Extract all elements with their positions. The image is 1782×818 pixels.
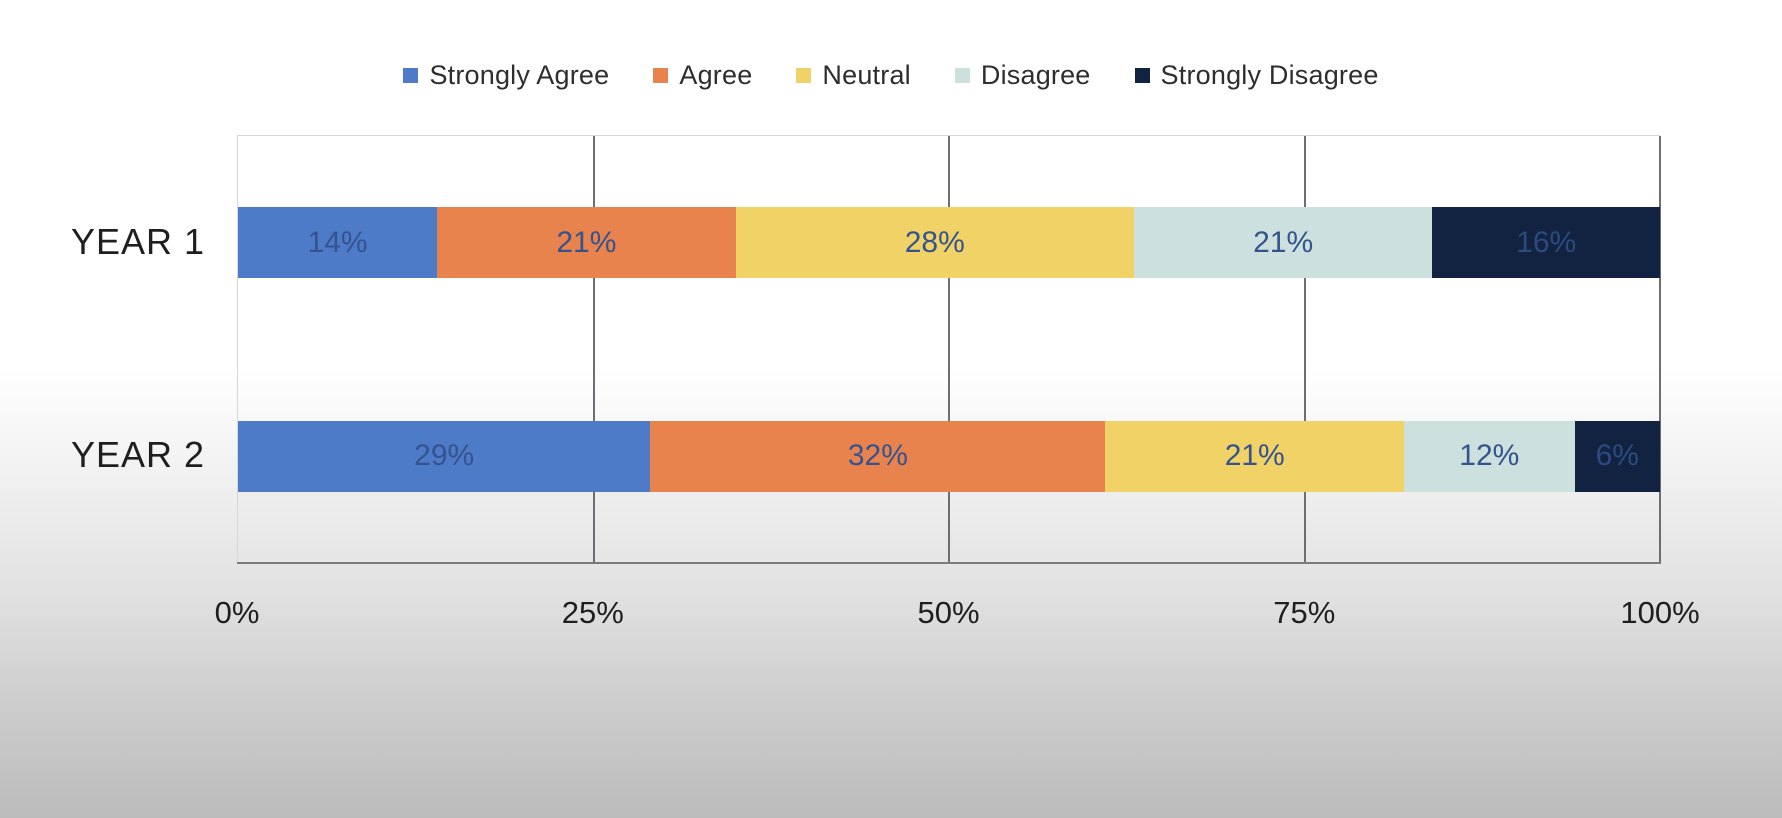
legend-swatch-icon bbox=[403, 68, 419, 83]
bar-segment: 12% bbox=[1404, 420, 1575, 492]
legend-swatch-icon bbox=[796, 68, 812, 83]
x-axis-tick-label: 25% bbox=[561, 595, 624, 630]
vertical-gridline bbox=[1659, 136, 1661, 562]
vertical-gridline bbox=[948, 136, 950, 562]
stacked-bar: 29% 32% 21% 12% 6% bbox=[238, 420, 1660, 492]
bar-segment: 21% bbox=[437, 207, 736, 279]
bar-segment: 32% bbox=[650, 420, 1106, 492]
legend-label: Disagree bbox=[980, 60, 1091, 90]
vertical-gridline bbox=[592, 136, 595, 562]
legend-swatch-icon bbox=[954, 68, 970, 83]
bar-segment: 21% bbox=[1105, 420, 1405, 492]
category-label: YEAR 2 bbox=[70, 434, 205, 476]
x-axis-line bbox=[237, 562, 1661, 564]
legend-item: Agree bbox=[653, 60, 752, 91]
legend-item: Strongly Agree bbox=[403, 60, 609, 91]
bar-segment: 16% bbox=[1432, 207, 1660, 279]
x-axis-tick-label: 100% bbox=[1620, 595, 1700, 630]
plot-area: 14% 21% 28% 21% 16% 29% 32% 21% 12% 6% bbox=[237, 135, 1661, 562]
data-label: 28% bbox=[904, 225, 965, 259]
legend-swatch-icon bbox=[653, 68, 669, 83]
bar-segment: 6% bbox=[1574, 420, 1660, 492]
chart-legend: Strongly Agree Agree Neutral Disagree Strong… bbox=[0, 60, 1782, 91]
bar-segment: 14% bbox=[238, 207, 438, 279]
legend-item: Strongly Disagree bbox=[1134, 60, 1379, 91]
legend-item: Disagree bbox=[954, 60, 1091, 91]
legend-label: Agree bbox=[679, 60, 753, 90]
x-axis-tick-label: 75% bbox=[1273, 595, 1336, 630]
data-label: 12% bbox=[1459, 439, 1520, 473]
bar-segment: 29% bbox=[238, 420, 651, 492]
legend-label: Strongly Disagree bbox=[1160, 60, 1379, 90]
legend-label: Strongly Agree bbox=[429, 60, 610, 90]
stacked-bar: 14% 21% 28% 21% 16% bbox=[238, 207, 1660, 279]
data-label: 21% bbox=[556, 225, 617, 259]
bar-segment: 21% bbox=[1133, 207, 1433, 279]
category-label: YEAR 1 bbox=[70, 220, 205, 262]
legend-swatch-icon bbox=[1134, 68, 1150, 83]
x-axis-tick-label: 50% bbox=[917, 595, 980, 630]
bar-segment: 28% bbox=[735, 207, 1134, 279]
data-label: 21% bbox=[1253, 225, 1314, 259]
legend-label: Neutral bbox=[822, 60, 911, 90]
legend-item: Neutral bbox=[796, 60, 911, 91]
data-label: 16% bbox=[1516, 225, 1577, 259]
data-label: 6% bbox=[1595, 439, 1639, 473]
x-axis-tick-label: 0% bbox=[214, 595, 260, 630]
data-label: 21% bbox=[1224, 439, 1285, 473]
data-label: 14% bbox=[307, 225, 368, 259]
vertical-gridline bbox=[1303, 136, 1306, 562]
data-label: 29% bbox=[414, 439, 475, 473]
data-label: 32% bbox=[847, 439, 908, 473]
